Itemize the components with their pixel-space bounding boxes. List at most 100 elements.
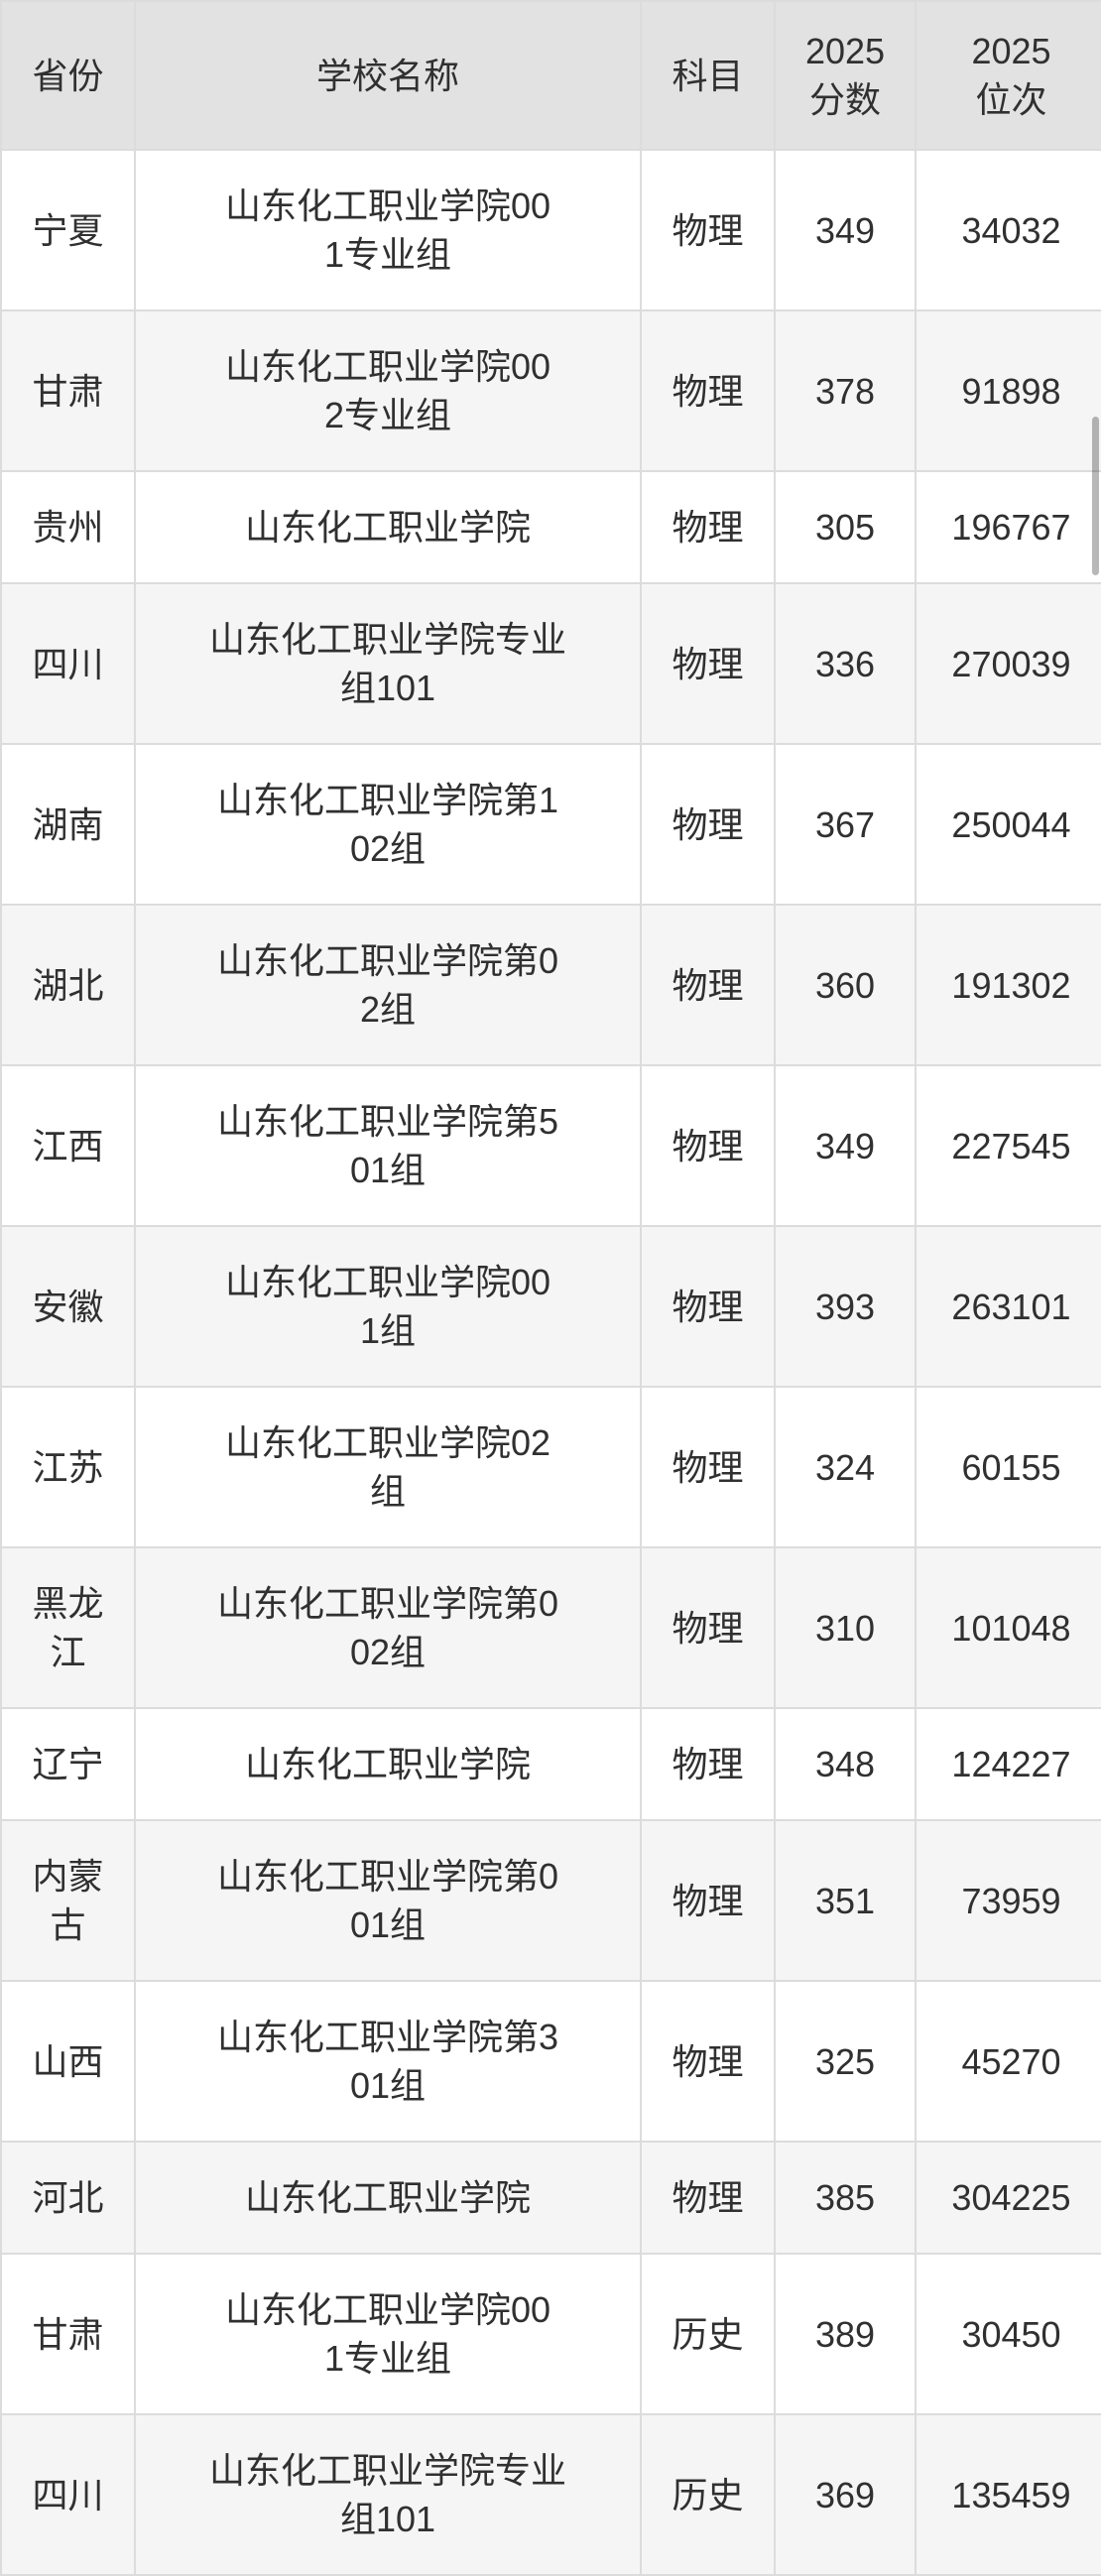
cell-province: 湖北 — [0, 904, 136, 1066]
cell-province: 内蒙 古 — [0, 1819, 136, 1982]
cell-rank: 227545 — [915, 1064, 1101, 1227]
table-row: 江西 山东化工职业学院第5 01组 物理 349 227545 — [0, 1064, 1101, 1227]
cell-school: 山东化工职业学院第0 2组 — [134, 904, 642, 1066]
table-body: 宁夏 山东化工职业学院00 1专业组 物理 349 34032 甘肃 山东化工职业学院00 … — [0, 149, 1101, 2576]
cell-school: 山东化工职业学院00 1组 — [134, 1225, 642, 1388]
cell-score: 349 — [774, 149, 917, 311]
cell-school: 山东化工职业学院第1 02组 — [134, 743, 642, 906]
cell-rank: 270039 — [915, 582, 1101, 745]
cell-score: 389 — [774, 2253, 917, 2415]
header-cell-score: 2025 分数 — [774, 0, 917, 151]
cell-rank: 263101 — [915, 1225, 1101, 1388]
cell-school: 山东化工职业学院02 组 — [134, 1386, 642, 1548]
cell-province: 安徽 — [0, 1225, 136, 1388]
cell-score: 367 — [774, 743, 917, 906]
cell-school: 山东化工职业学院 — [134, 2141, 642, 2255]
cell-province: 江苏 — [0, 1386, 136, 1548]
cell-school: 山东化工职业学院专业 组101 — [134, 2413, 642, 2576]
cell-province: 甘肃 — [0, 2253, 136, 2415]
table-row: 山西 山东化工职业学院第3 01组 物理 325 45270 — [0, 1980, 1101, 2143]
cell-score: 324 — [774, 1386, 917, 1548]
table-row: 江苏 山东化工职业学院02 组物理 324 60155 — [0, 1386, 1101, 1548]
cell-school: 山东化工职业学院第3 01组 — [134, 1980, 642, 2143]
cell-rank: 101048 — [915, 1546, 1101, 1709]
cell-school: 山东化工职业学院第0 01组 — [134, 1819, 642, 1982]
table-row: 贵州 山东化工职业学院 物理 305 196767 — [0, 470, 1101, 584]
cell-province: 四川 — [0, 582, 136, 745]
cell-subject: 物理 — [640, 904, 776, 1066]
cell-score: 305 — [774, 470, 917, 584]
cell-score: 349 — [774, 1064, 917, 1227]
cell-province: 宁夏 — [0, 149, 136, 311]
cell-school: 山东化工职业学院 — [134, 1707, 642, 1821]
cell-rank: 34032 — [915, 149, 1101, 311]
table-row: 宁夏 山东化工职业学院00 1专业组 物理 349 34032 — [0, 149, 1101, 311]
table-row: 内蒙 古山东化工职业学院第0 01组 物理 351 73959 — [0, 1819, 1101, 1982]
cell-score: 369 — [774, 2413, 917, 2576]
cell-subject: 历史 — [640, 2253, 776, 2415]
cell-rank: 60155 — [915, 1386, 1101, 1548]
cell-score: 385 — [774, 2141, 917, 2255]
cell-subject: 物理 — [640, 1546, 776, 1709]
table-header-row: 省份 学校名称 科目 2025 分数 2025 位次 — [0, 0, 1101, 151]
table-row: 湖北 山东化工职业学院第0 2组 物理 360 191302 — [0, 904, 1101, 1066]
cell-subject: 物理 — [640, 309, 776, 472]
cell-school: 山东化工职业学院第0 02组 — [134, 1546, 642, 1709]
cell-score: 378 — [774, 309, 917, 472]
cell-province: 辽宁 — [0, 1707, 136, 1821]
table-header: 省份 学校名称 科目 2025 分数 2025 位次 — [0, 0, 1101, 151]
cell-subject: 物理 — [640, 1064, 776, 1227]
cell-subject: 物理 — [640, 1707, 776, 1821]
cell-school: 山东化工职业学院00 1专业组 — [134, 149, 642, 311]
cell-rank: 196767 — [915, 470, 1101, 584]
cell-province: 河北 — [0, 2141, 136, 2255]
cell-score: 348 — [774, 1707, 917, 1821]
cell-subject: 物理 — [640, 743, 776, 906]
header-cell-province: 省份 — [0, 0, 136, 151]
cell-school: 山东化工职业学院00 1专业组 — [134, 2253, 642, 2415]
cell-score: 310 — [774, 1546, 917, 1709]
table-row: 甘肃 山东化工职业学院00 2专业组 物理 378 91898 — [0, 309, 1101, 472]
header-cell-school: 学校名称 — [134, 0, 642, 151]
cell-rank: 124227 — [915, 1707, 1101, 1821]
table-row: 四川 山东化工职业学院专业 组101 历史 369 135459 — [0, 2413, 1101, 2576]
cell-subject: 物理 — [640, 582, 776, 745]
cell-subject: 物理 — [640, 1225, 776, 1388]
cell-rank: 135459 — [915, 2413, 1101, 2576]
table-row: 四川 山东化工职业学院专业 组101 物理 336 270039 — [0, 582, 1101, 745]
table-row: 安徽 山东化工职业学院00 1组 物理 393 263101 — [0, 1225, 1101, 1388]
cell-rank: 250044 — [915, 743, 1101, 906]
scrollbar-thumb[interactable] — [1092, 417, 1099, 575]
cell-score: 393 — [774, 1225, 917, 1388]
table-row: 辽宁 山东化工职业学院 物理 348 124227 — [0, 1707, 1101, 1821]
cell-school: 山东化工职业学院第5 01组 — [134, 1064, 642, 1227]
cell-subject: 物理 — [640, 1819, 776, 1982]
cell-rank: 91898 — [915, 309, 1101, 472]
header-cell-subject: 科目 — [640, 0, 776, 151]
cell-province: 山西 — [0, 1980, 136, 2143]
table-row: 甘肃 山东化工职业学院00 1专业组 历史 389 30450 — [0, 2253, 1101, 2415]
cell-province: 贵州 — [0, 470, 136, 584]
cell-rank: 304225 — [915, 2141, 1101, 2255]
cell-score: 325 — [774, 1980, 917, 2143]
cell-score: 360 — [774, 904, 917, 1066]
cell-rank: 191302 — [915, 904, 1101, 1066]
cell-subject: 历史 — [640, 2413, 776, 2576]
cell-score: 336 — [774, 582, 917, 745]
table-row: 河北 山东化工职业学院 物理 385 304225 — [0, 2141, 1101, 2255]
cell-rank: 45270 — [915, 1980, 1101, 2143]
header-cell-rank: 2025 位次 — [915, 0, 1101, 151]
cell-school: 山东化工职业学院00 2专业组 — [134, 309, 642, 472]
cell-subject: 物理 — [640, 470, 776, 584]
cell-subject: 物理 — [640, 2141, 776, 2255]
cell-subject: 物理 — [640, 1386, 776, 1548]
cell-rank: 30450 — [915, 2253, 1101, 2415]
cell-province: 江西 — [0, 1064, 136, 1227]
cell-province: 四川 — [0, 2413, 136, 2576]
table-row: 湖南 山东化工职业学院第1 02组 物理 367 250044 — [0, 743, 1101, 906]
cell-subject: 物理 — [640, 1980, 776, 2143]
cell-school: 山东化工职业学院 — [134, 470, 642, 584]
cell-province: 甘肃 — [0, 309, 136, 472]
cell-province: 黑龙 江 — [0, 1546, 136, 1709]
